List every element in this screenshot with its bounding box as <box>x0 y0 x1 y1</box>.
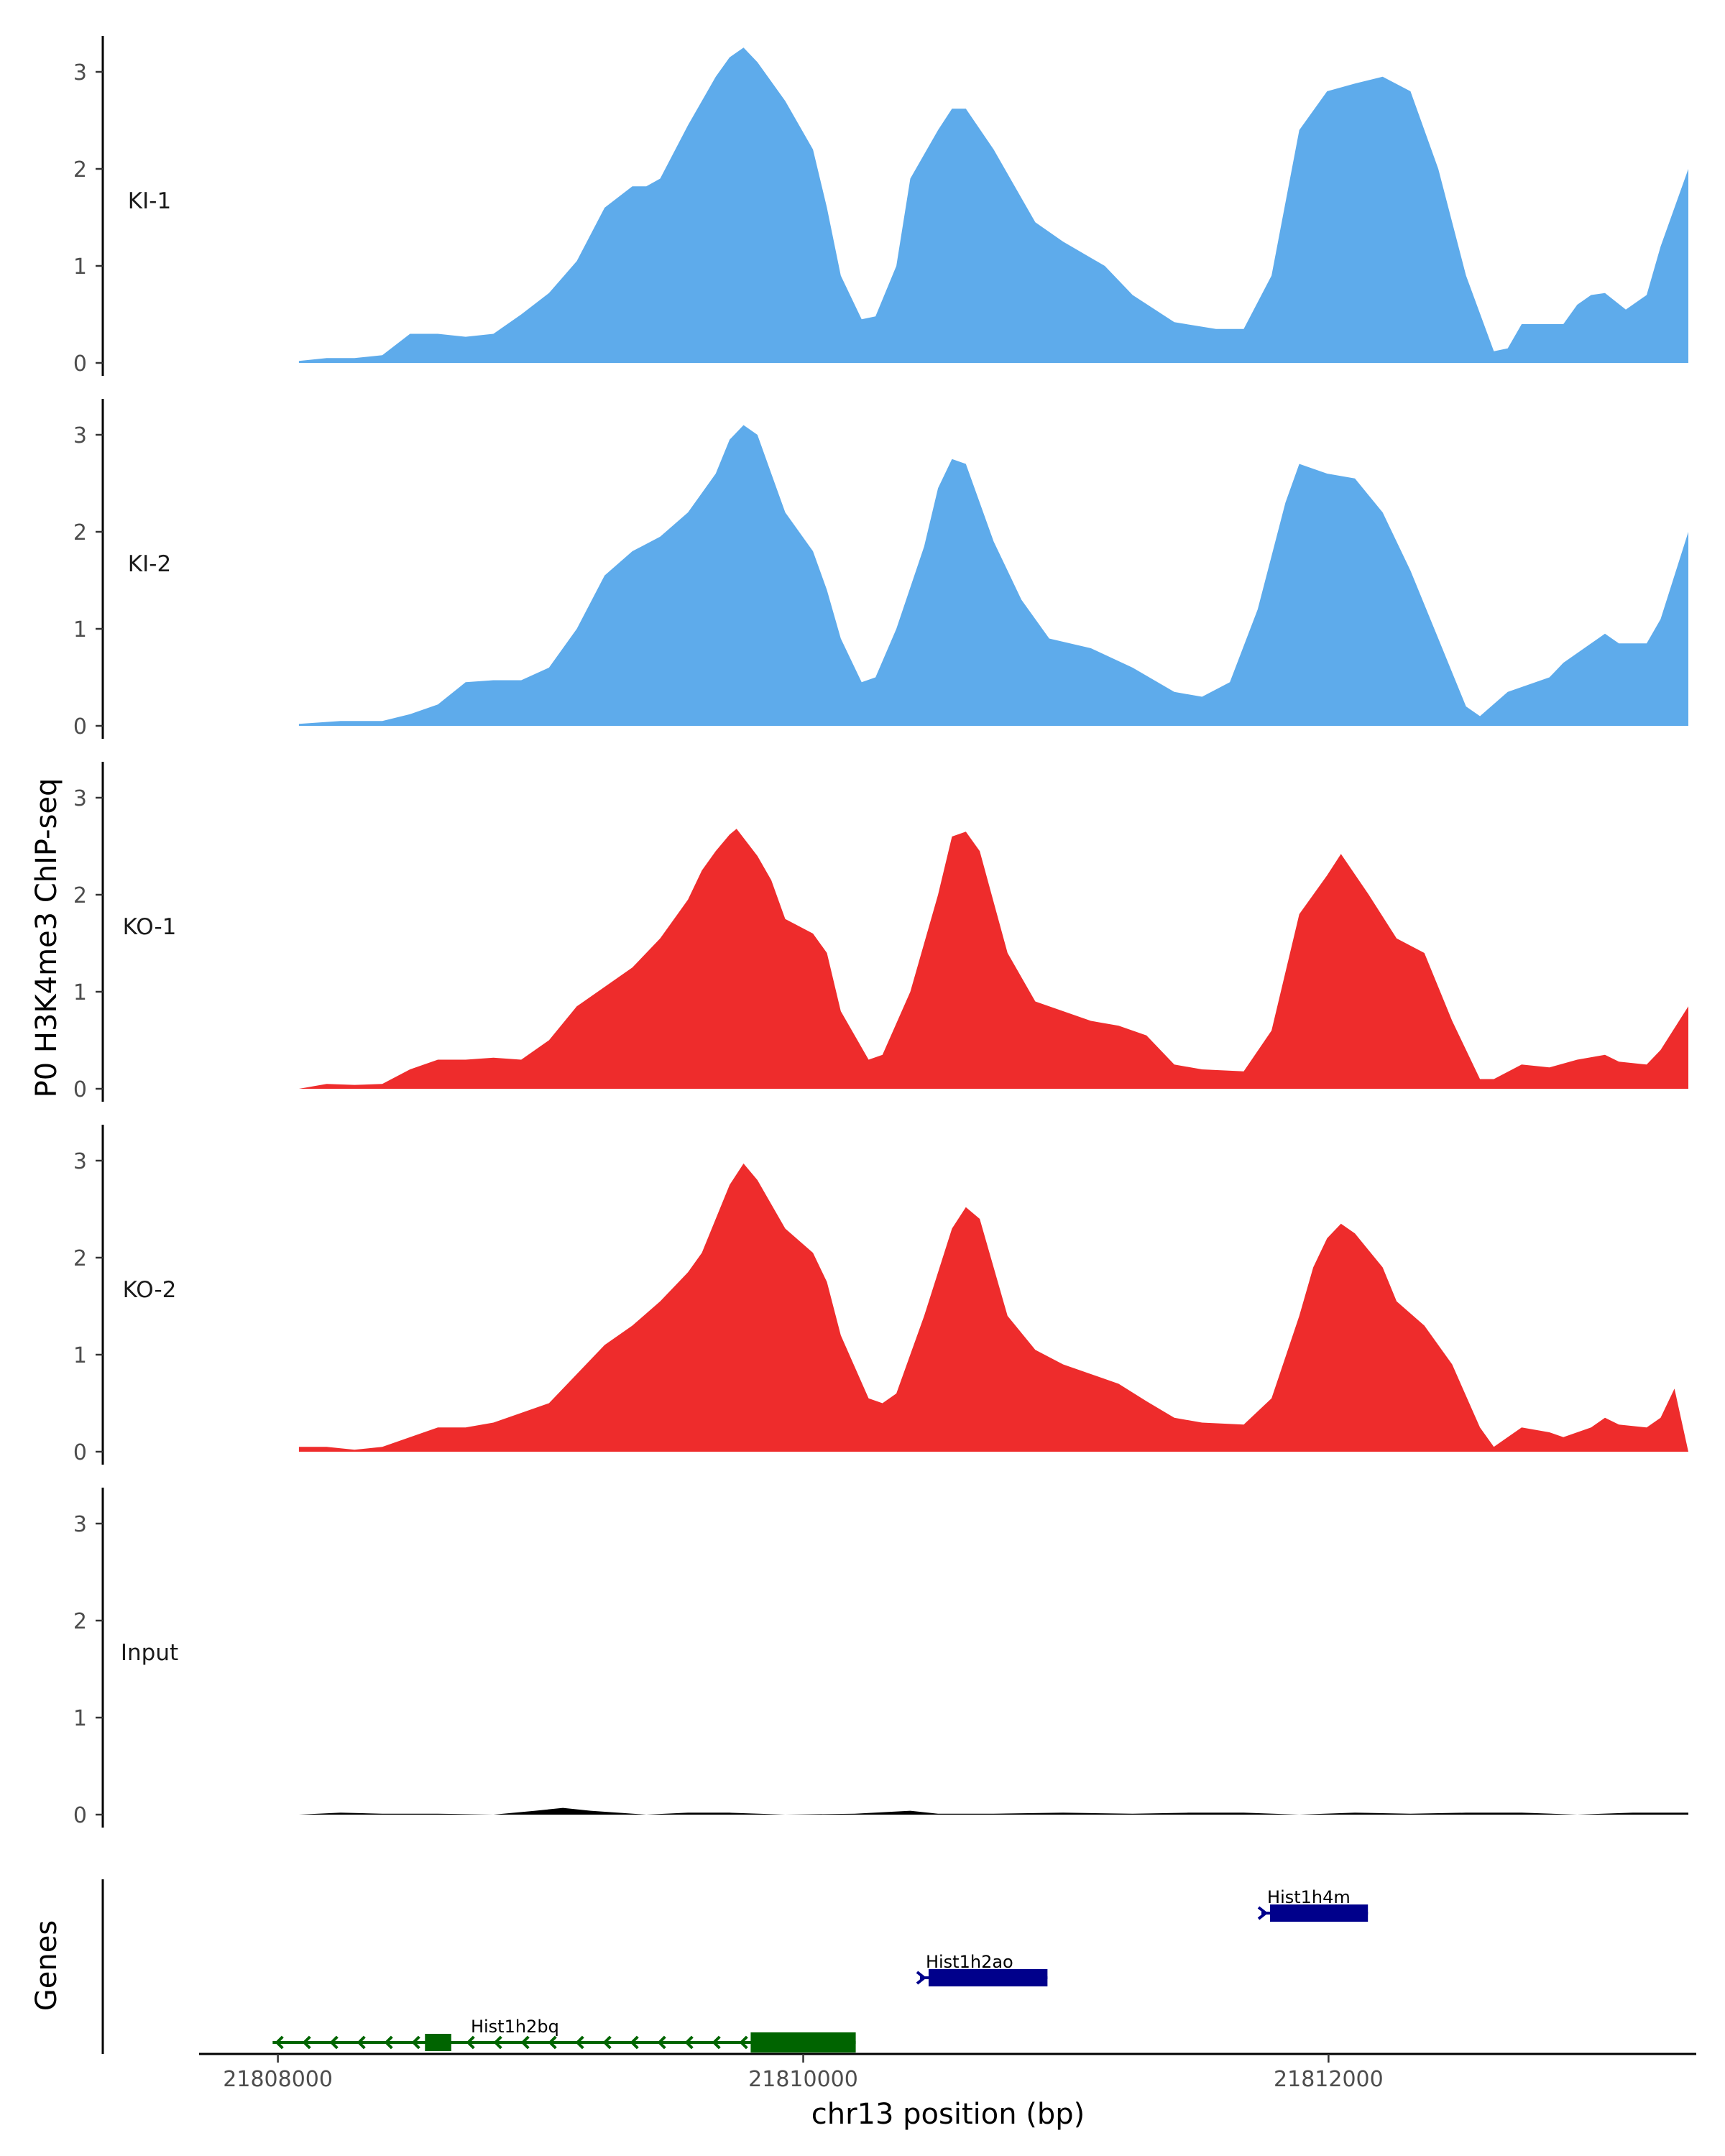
strand-arrow <box>520 2035 530 2050</box>
track-label: Input <box>121 1640 178 1666</box>
y-tick-label: 1 <box>73 617 87 642</box>
gene-hist1h2bq: Hist1h2bq <box>272 2017 856 2053</box>
gene-exon <box>928 1969 1048 1986</box>
y-tick-label: 3 <box>73 786 87 811</box>
strand-arrow <box>466 2035 475 2050</box>
track-label: KO-1 <box>123 914 177 940</box>
gene-label: Hist1h2ao <box>926 1952 1013 1972</box>
strand-arrow <box>712 2035 721 2050</box>
strand-arrow <box>384 2035 393 2050</box>
strand-arrow <box>411 2035 420 2050</box>
y-tick-label: 2 <box>73 1609 87 1634</box>
track-label: KO-2 <box>123 1277 177 1303</box>
x-tick-label: 21812000 <box>1274 2067 1384 2092</box>
signal-tracks: 0 1 2 3 KI-1 0 1 2 3 KI-2 0 1 2 3 KO-1 0 1 2 3 KO-2 0 1 2 3 Inpu… <box>73 36 1688 1828</box>
y-tick-label: 0 <box>73 351 87 377</box>
y-tick-label: 2 <box>73 520 87 545</box>
track-ki-1: 0 1 2 3 KI-1 <box>73 36 1688 377</box>
y-tick-label: 2 <box>73 157 87 183</box>
signal-area-ki-2 <box>298 425 1688 726</box>
track-ki-2: 0 1 2 3 KI-2 <box>73 399 1688 740</box>
track-input: 0 1 2 3 Input <box>73 1488 1688 1828</box>
genes-axis-title: Genes <box>30 1920 63 2011</box>
strand-arrow <box>916 1971 927 1985</box>
track-ko-1: 0 1 2 3 KO-1 <box>73 762 1688 1102</box>
strand-arrow <box>548 2035 557 2050</box>
strand-arrow <box>1257 1906 1269 1920</box>
y-tick-label: 1 <box>73 1343 87 1368</box>
gene-annotation-panel: 21808000 21810000 21812000 Hist1h4m Hist1h2a… <box>101 1879 1696 2092</box>
y-tick-label: 0 <box>73 1803 87 1828</box>
strand-arrow <box>739 2035 748 2050</box>
y-axis-title: P0 H3K4me3 ChIP-seq <box>30 778 63 1098</box>
signal-area-ko-1 <box>298 829 1688 1089</box>
track-ko-2: 0 1 2 3 KO-2 <box>73 1125 1688 1465</box>
y-tick-label: 3 <box>73 423 87 448</box>
gene-exon <box>1270 1904 1368 1922</box>
signal-area-input <box>298 1807 1688 1815</box>
strand-arrow <box>630 2035 639 2050</box>
strand-arrow <box>329 2035 339 2050</box>
y-tick-label: 3 <box>73 60 87 86</box>
gene-hist1h2ao: Hist1h2ao <box>916 1952 1048 1986</box>
strand-arrow <box>575 2035 584 2050</box>
gene-hist1h4m: Hist1h4m <box>1257 1887 1368 1922</box>
y-tick-label: 0 <box>73 1440 87 1465</box>
strand-arrow <box>356 2035 366 2050</box>
strand-arrow <box>657 2035 666 2050</box>
y-tick-label: 2 <box>73 883 87 908</box>
strand-arrow <box>602 2035 612 2050</box>
signal-area-ko-2 <box>298 1164 1688 1452</box>
x-axis-title: chr13 position (bp) <box>811 2098 1085 2131</box>
strand-arrow <box>275 2035 284 2050</box>
x-tick-label: 21810000 <box>748 2067 858 2092</box>
gene-exon <box>750 2032 856 2053</box>
x-tick-label: 21808000 <box>223 2067 333 2092</box>
strand-arrow <box>684 2035 694 2050</box>
signal-area-ki-1 <box>298 47 1688 364</box>
gene-exon <box>425 2034 451 2051</box>
gene-label: Hist1h4m <box>1267 1887 1351 1907</box>
y-tick-label: 1 <box>73 980 87 1005</box>
track-label: KI-1 <box>128 188 171 214</box>
y-tick-label: 1 <box>73 1706 87 1731</box>
strand-arrow <box>493 2035 502 2050</box>
y-tick-label: 3 <box>73 1149 87 1174</box>
y-tick-label: 3 <box>73 1512 87 1537</box>
y-tick-label: 2 <box>73 1246 87 1271</box>
gene-label: Hist1h2bq <box>471 2017 559 2037</box>
y-tick-label: 1 <box>73 254 87 280</box>
y-tick-label: 0 <box>73 1077 87 1102</box>
track-label: KI-2 <box>128 551 171 577</box>
strand-arrow <box>302 2035 311 2050</box>
y-tick-label: 0 <box>73 714 87 740</box>
